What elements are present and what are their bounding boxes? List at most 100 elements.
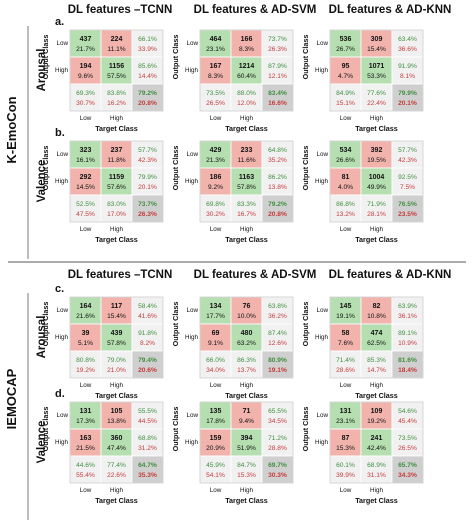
cell-percent: 19.2% bbox=[367, 418, 386, 425]
row-error: 35.2% bbox=[268, 157, 287, 164]
row-precision: 91.9% bbox=[398, 63, 417, 70]
x-tick-label: Low bbox=[210, 382, 222, 389]
cell-count: 292 bbox=[80, 174, 92, 181]
matrix-border bbox=[69, 140, 164, 223]
column-recall: 71.4% bbox=[336, 357, 355, 364]
overall-accuracy-cell bbox=[131, 83, 164, 112]
row-error: 34.5% bbox=[268, 418, 287, 425]
matrix-border bbox=[329, 140, 424, 223]
column-error: 12.0% bbox=[237, 100, 256, 107]
matrix-cell bbox=[230, 428, 263, 457]
column-recall: 71.9% bbox=[367, 201, 386, 208]
overall-accuracy: 83.4% bbox=[268, 90, 287, 97]
column-error: 15.3% bbox=[237, 472, 256, 479]
column-recall: 83.3% bbox=[237, 201, 256, 208]
cell-percent: 62.5% bbox=[367, 340, 386, 347]
row-error: 20.1% bbox=[138, 184, 157, 191]
column-summary-cell bbox=[199, 455, 232, 484]
column-header: DL features & AD-KNN bbox=[329, 269, 452, 281]
cell-count: 360 bbox=[111, 435, 123, 442]
row-precision: 63.9% bbox=[398, 303, 417, 310]
cell-percent: 4.7% bbox=[338, 73, 353, 80]
column-recall: 73.5% bbox=[206, 90, 225, 97]
cell-count: 163 bbox=[80, 435, 92, 442]
cell-percent: 63.2% bbox=[237, 340, 256, 347]
y-tick-label: High bbox=[185, 67, 198, 74]
x-tick-label: Low bbox=[80, 382, 92, 389]
row-error: 36.1% bbox=[398, 313, 417, 320]
x-axis-label: Target Class bbox=[225, 124, 268, 133]
cell-percent: 21.6% bbox=[76, 313, 95, 320]
column-summary-cell bbox=[100, 83, 133, 112]
overall-accuracy-cell bbox=[391, 455, 424, 484]
cell-count: 95 bbox=[342, 63, 350, 70]
row-error: 33.9% bbox=[138, 46, 157, 53]
cell-percent: 17.3% bbox=[76, 418, 95, 425]
column-recall: 83.8% bbox=[107, 90, 126, 97]
column-header: DL features –TCNN bbox=[68, 269, 173, 281]
column-summary-cell bbox=[360, 83, 393, 112]
matrix-cell bbox=[230, 140, 263, 169]
cell-count: 134 bbox=[210, 303, 222, 310]
row-summary-cell bbox=[261, 56, 294, 85]
column-error: 16.7% bbox=[237, 211, 256, 218]
cell-count: 131 bbox=[80, 408, 92, 415]
column-recall: 69.3% bbox=[76, 90, 95, 97]
column-summary-cell bbox=[100, 350, 133, 379]
row-error: 26.3% bbox=[268, 46, 287, 53]
row-precision: 87.4% bbox=[268, 330, 287, 337]
column-recall: 83.0% bbox=[107, 201, 126, 208]
cell-count: 439 bbox=[111, 330, 123, 337]
cell-percent: 10.0% bbox=[237, 313, 256, 320]
matrix-cell bbox=[230, 296, 263, 325]
cell-count: 135 bbox=[210, 408, 222, 415]
column-error: 55.4% bbox=[76, 472, 95, 479]
column-summary-cell bbox=[199, 194, 232, 223]
column-error: 30.7% bbox=[76, 100, 95, 107]
overall-accuracy: 64.7% bbox=[138, 462, 157, 469]
cell-count: 69 bbox=[212, 330, 220, 337]
matrix-cell bbox=[230, 29, 263, 58]
matrix-border bbox=[69, 401, 164, 484]
x-axis-label: Target Class bbox=[355, 124, 398, 133]
column-recall: 80.8% bbox=[76, 357, 95, 364]
x-tick-label: Low bbox=[80, 487, 92, 494]
column-recall: 77.6% bbox=[367, 90, 386, 97]
cell-count: 1004 bbox=[369, 174, 385, 181]
panel-letter: d. bbox=[55, 388, 65, 400]
overall-accuracy-cell bbox=[261, 194, 294, 223]
column-error: 31.1% bbox=[367, 472, 386, 479]
row-precision: 55.5% bbox=[138, 408, 157, 415]
cell-count: 1159 bbox=[109, 174, 124, 181]
row-precision: 68.8% bbox=[138, 435, 157, 442]
cell-percent: 57.8% bbox=[237, 184, 256, 191]
matrix-border bbox=[329, 29, 424, 112]
cell-percent: 42.4% bbox=[367, 445, 386, 452]
cell-count: 105 bbox=[111, 408, 123, 415]
y-axis-label: Output Class bbox=[171, 146, 180, 191]
cell-percent: 20.9% bbox=[206, 445, 225, 452]
cell-count: 392 bbox=[371, 147, 383, 154]
y-tick-label: Low bbox=[56, 40, 68, 47]
overall-accuracy: 69.7% bbox=[268, 462, 287, 469]
x-tick-label: Low bbox=[340, 115, 352, 122]
cell-percent: 21.7% bbox=[76, 46, 95, 53]
y-axis-label: Output Class bbox=[171, 407, 180, 452]
overall-accuracy: 80.9% bbox=[268, 357, 287, 364]
cell-percent: 8.3% bbox=[239, 46, 254, 53]
column-recall: 88.0% bbox=[237, 90, 256, 97]
cell-count: 437 bbox=[80, 36, 92, 43]
cell-count: 241 bbox=[371, 435, 383, 442]
column-error: 21.0% bbox=[107, 367, 126, 374]
row-error: 7.5% bbox=[400, 184, 415, 191]
column-header: DL features & AD-KNN bbox=[329, 4, 452, 16]
cell-percent: 11.6% bbox=[237, 157, 255, 164]
matrix-cell bbox=[199, 56, 232, 85]
cell-percent: 16.1% bbox=[76, 157, 95, 164]
row-error: 42.3% bbox=[398, 157, 417, 164]
cell-percent: 15.3% bbox=[336, 445, 355, 452]
matrix-border bbox=[69, 29, 164, 112]
overall-accuracy: 79.2% bbox=[268, 201, 287, 208]
row-precision: 87.9% bbox=[268, 63, 287, 70]
cell-count: 233 bbox=[241, 147, 253, 154]
